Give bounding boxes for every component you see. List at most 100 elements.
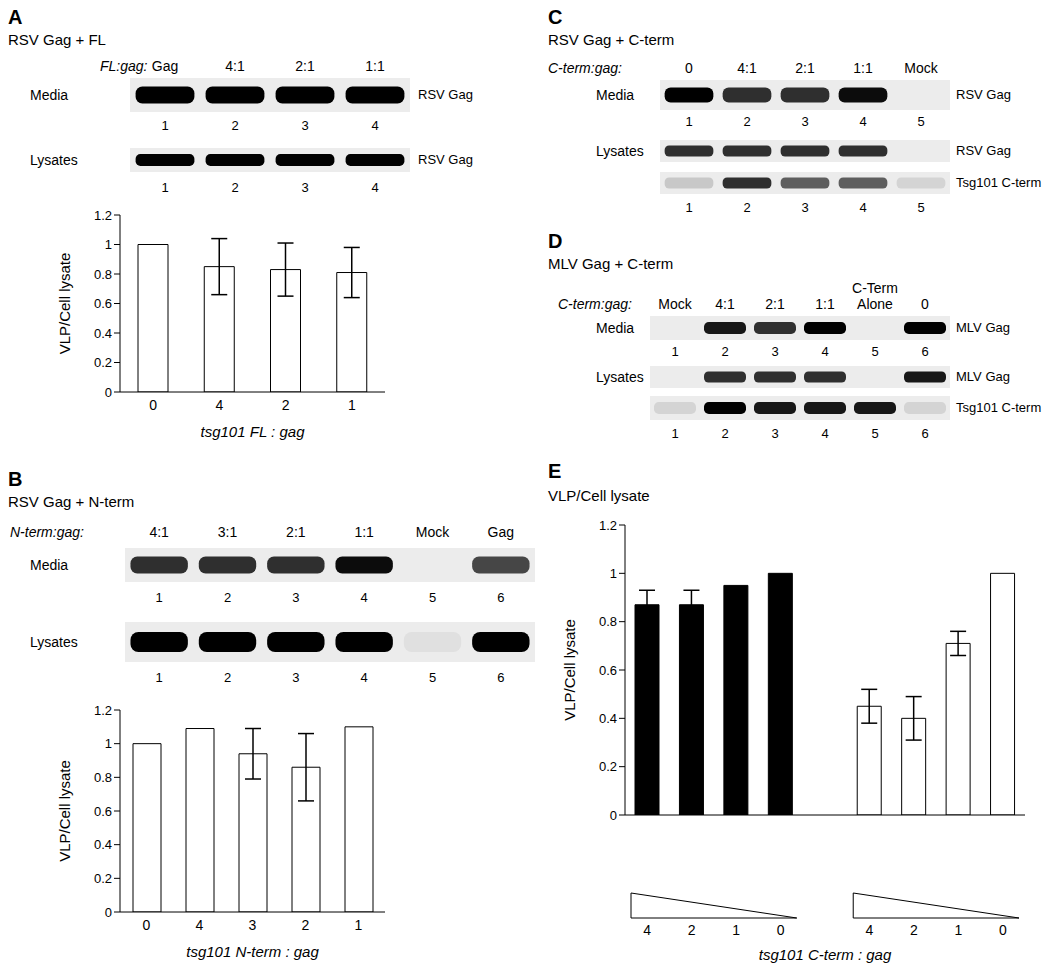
svg-text:0: 0 — [999, 922, 1007, 938]
html-text:RSV Gag + C-term: RSV Gag + C-term — [548, 31, 675, 48]
svg-text:0: 0 — [105, 385, 112, 400]
html-text:Gag: Gag — [487, 524, 515, 540]
html-text:Lysates: Lysates — [30, 152, 78, 168]
svg-text:2: 2 — [688, 922, 696, 938]
html-text:VLP/Cell lysate: VLP/Cell lysate — [548, 487, 650, 504]
svg-text:2: 2 — [302, 917, 310, 933]
html-text:MLV Gag: MLV Gag — [956, 320, 1010, 335]
svg-text:1: 1 — [732, 922, 740, 938]
html-text:C-term:gag:: C-term:gag: — [558, 296, 632, 312]
svg-text:0: 0 — [777, 922, 785, 938]
html-text:2:1: 2:1 — [795, 60, 815, 76]
svg-text:tsg101 C-term : gag: tsg101 C-term : gag — [759, 946, 892, 963]
svg-text:0.8: 0.8 — [94, 770, 112, 785]
html-text:RSV Gag + N-term: RSV Gag + N-term — [8, 493, 135, 510]
svg-text:0.4: 0.4 — [94, 326, 112, 341]
html-text:C-Term: C-Term — [852, 280, 898, 296]
html-text:Media: Media — [596, 320, 635, 336]
html-text:1:1: 1:1 — [354, 524, 374, 540]
html-text:1:1: 1:1 — [853, 60, 873, 76]
html-text:Lysates: Lysates — [30, 634, 78, 650]
svg-text:1: 1 — [348, 397, 356, 413]
svg-text:4: 4 — [215, 397, 223, 413]
html-text:RSV Gag: RSV Gag — [418, 152, 473, 167]
svg-text:4: 4 — [643, 922, 651, 938]
svg-text:tsg101 N-term : gag: tsg101 N-term : gag — [186, 943, 319, 960]
html-text:B: B — [8, 468, 23, 490]
html-text:Mock: Mock — [904, 60, 938, 76]
svg-text:0.6: 0.6 — [94, 296, 112, 311]
html-text:4:1: 4:1 — [715, 296, 735, 312]
html-text:RSV Gag + FL: RSV Gag + FL — [8, 31, 106, 48]
html-text:Alone: Alone — [857, 296, 893, 312]
html-text:N-term:gag:: N-term:gag: — [10, 524, 84, 540]
html-text:4:1: 4:1 — [149, 524, 169, 540]
svg-text:4: 4 — [866, 922, 874, 938]
html-text:2: 2 — [223, 670, 232, 685]
html-text:5: 5 — [428, 670, 437, 685]
html-text:RSV Gag: RSV Gag — [956, 87, 1011, 102]
html-text:Media: Media — [596, 87, 635, 103]
svg-text:1: 1 — [105, 736, 112, 751]
svg-text:1: 1 — [105, 237, 112, 252]
svg-text:2: 2 — [282, 397, 290, 413]
svg-text:VLP/Cell lysate: VLP/Cell lysate — [561, 619, 578, 721]
svg-text:2: 2 — [910, 922, 918, 938]
html-text:RSV Gag: RSV Gag — [418, 87, 473, 102]
html-text:Mock: Mock — [658, 296, 692, 312]
svg-text:0: 0 — [610, 808, 617, 823]
html-text:Lysates: Lysates — [596, 369, 644, 385]
html-text:2:1: 2:1 — [286, 524, 306, 540]
html-text:Tsg101 C-term: Tsg101 C-term — [956, 175, 1042, 190]
svg-text:1: 1 — [355, 917, 363, 933]
html-text:Tsg101 C-term: Tsg101 C-term — [956, 400, 1042, 415]
html-text:RSV Gag: RSV Gag — [956, 143, 1011, 158]
html-text:A: A — [8, 6, 23, 28]
html-text:MLV Gag + C-term: MLV Gag + C-term — [548, 255, 674, 272]
svg-text:1: 1 — [954, 922, 962, 938]
html-text:1:1: 1:1 — [815, 296, 835, 312]
html-text:Media: Media — [30, 87, 69, 103]
html-text:Mock: Mock — [415, 524, 450, 540]
html-text:4:1: 4:1 — [737, 60, 757, 76]
html-text:C: C — [548, 6, 563, 28]
svg-text:0.4: 0.4 — [94, 837, 112, 852]
svg-text:VLP/Cell lysate: VLP/Cell lysate — [56, 760, 73, 862]
html-text:3: 3 — [301, 118, 309, 133]
svg-text:0.8: 0.8 — [94, 267, 112, 282]
html-text:FL:gag: Gag: FL:gag: Gag — [100, 58, 179, 74]
html-text:C-term:gag:: C-term:gag: — [548, 60, 622, 76]
html-text:2:1: 2:1 — [295, 58, 315, 74]
html-text:3:1: 3:1 — [217, 524, 238, 540]
html-text:D: D — [548, 230, 563, 252]
html-text:5: 5 — [428, 590, 437, 605]
html-text:MLV Gag: MLV Gag — [956, 369, 1010, 384]
svg-text:1.2: 1.2 — [94, 703, 112, 718]
svg-text:1: 1 — [610, 566, 617, 581]
svg-text:0.2: 0.2 — [599, 759, 617, 774]
svg-text:0.4: 0.4 — [599, 711, 617, 726]
svg-text:1.2: 1.2 — [94, 208, 112, 223]
html-text:1:1: 1:1 — [365, 58, 385, 74]
svg-text:tsg101 FL : gag: tsg101 FL : gag — [201, 423, 306, 440]
svg-text:0.2: 0.2 — [94, 355, 112, 370]
html-text:1: 1 — [161, 118, 169, 133]
svg-text:0: 0 — [149, 397, 157, 413]
html-text:Media: Media — [30, 557, 69, 573]
svg-text:0: 0 — [105, 905, 112, 920]
html-text:2:1: 2:1 — [765, 296, 785, 312]
svg-text:0.2: 0.2 — [94, 871, 112, 886]
svg-text:0.8: 0.8 — [599, 614, 617, 629]
html-text:2: 2 — [223, 590, 232, 605]
svg-text:1.2: 1.2 — [599, 518, 617, 533]
svg-text:3: 3 — [249, 917, 257, 933]
html-text:E: E — [548, 460, 562, 482]
html-text:4:1: 4:1 — [225, 58, 245, 74]
svg-text:0: 0 — [143, 917, 151, 933]
svg-text:0.6: 0.6 — [599, 663, 617, 678]
svg-text:4: 4 — [196, 917, 204, 933]
svg-text:0.6: 0.6 — [94, 804, 112, 819]
svg-text:VLP/Cell lysate: VLP/Cell lysate — [56, 253, 73, 355]
html-text:Lysates: Lysates — [596, 143, 644, 159]
html-text:2: 2 — [231, 118, 239, 133]
